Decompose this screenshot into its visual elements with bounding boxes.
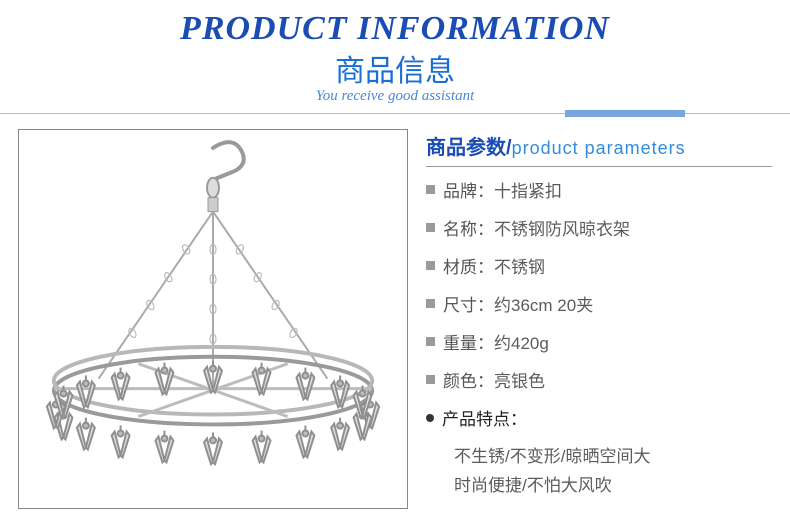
feature-label: 产品特点： xyxy=(442,405,527,430)
param-row: 重量：约420g xyxy=(426,329,772,354)
param-row: 颜色：亮银色 xyxy=(426,367,772,392)
param-value: 不锈钢 xyxy=(494,253,545,278)
square-bullet-icon xyxy=(426,337,435,346)
title-chinese: 商品信息 xyxy=(0,46,790,90)
param-value: 亮银色 xyxy=(494,367,545,392)
param-label: 材质： xyxy=(443,253,494,278)
parameters-heading-en: product parameters xyxy=(512,138,686,158)
param-label: 品牌： xyxy=(443,177,494,202)
divider-accent xyxy=(565,110,685,117)
title-english: PRODUCT INFORMATION xyxy=(0,10,790,48)
feature-line: 时尚便捷/不怕大风吹 xyxy=(454,472,772,501)
param-label: 尺寸： xyxy=(443,291,494,316)
square-bullet-icon xyxy=(426,299,435,308)
feature-line: 不生锈/不变形/晾晒空间大 xyxy=(454,443,772,472)
square-bullet-icon xyxy=(426,223,435,232)
divider xyxy=(0,109,790,119)
param-value: 约420g xyxy=(494,329,549,354)
param-value: 十指紧扣 xyxy=(494,177,562,202)
param-row: 品牌：十指紧扣 xyxy=(426,177,772,202)
hanger-illustration xyxy=(19,130,407,508)
param-row: 尺寸：约36cm 20夹 xyxy=(426,291,772,316)
content: 商品参数/product parameters 品牌：十指紧扣名称：不锈钢防风晾… xyxy=(0,119,790,509)
param-value: 约36cm 20夹 xyxy=(494,291,593,316)
param-value: 不锈钢防风晾衣架 xyxy=(494,215,630,240)
parameters-panel: 商品参数/product parameters 品牌：十指紧扣名称：不锈钢防风晾… xyxy=(426,129,772,509)
parameters-heading: 商品参数/product parameters xyxy=(426,131,772,167)
parameters-list: 品牌：十指紧扣名称：不锈钢防风晾衣架材质：不锈钢尺寸：约36cm 20夹重量：约… xyxy=(426,177,772,501)
square-bullet-icon xyxy=(426,261,435,270)
param-label: 颜色： xyxy=(443,367,494,392)
circle-bullet-icon xyxy=(426,414,434,422)
param-row-feature: 产品特点： xyxy=(426,405,772,430)
feature-lines: 不生锈/不变形/晾晒空间大时尚便捷/不怕大风吹 xyxy=(454,443,772,501)
param-label: 重量： xyxy=(443,329,494,354)
header: PRODUCT INFORMATION 商品信息 You receive goo… xyxy=(0,0,790,105)
param-row: 名称：不锈钢防风晾衣架 xyxy=(426,215,772,240)
product-photo xyxy=(18,129,408,509)
param-label: 名称： xyxy=(443,215,494,240)
parameters-heading-cn: 商品参数 xyxy=(426,137,506,159)
param-row: 材质：不锈钢 xyxy=(426,253,772,278)
square-bullet-icon xyxy=(426,185,435,194)
square-bullet-icon xyxy=(426,375,435,384)
tagline: You receive good assistant xyxy=(0,88,790,105)
